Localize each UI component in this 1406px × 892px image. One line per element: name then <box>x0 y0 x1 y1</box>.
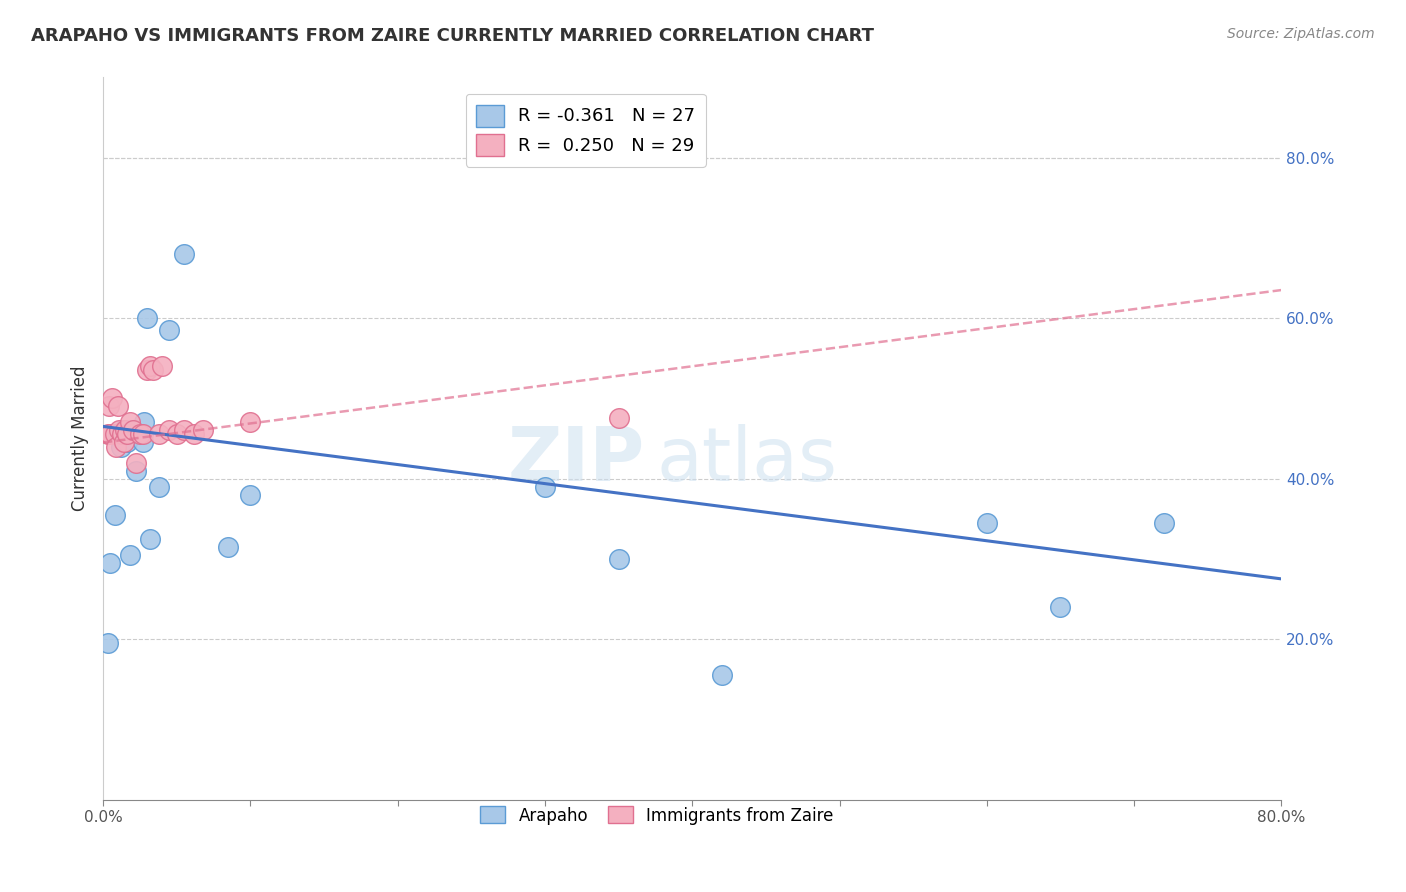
Point <box>132 427 155 442</box>
Point <box>115 435 138 450</box>
Point <box>110 440 132 454</box>
Point <box>148 480 170 494</box>
Point <box>710 668 733 682</box>
Point <box>100 427 122 442</box>
Point <box>166 427 188 442</box>
Point <box>148 427 170 442</box>
Text: ZIP: ZIP <box>508 424 645 497</box>
Point <box>118 416 141 430</box>
Point <box>104 508 127 522</box>
Point <box>1153 516 1175 530</box>
Legend: Arapaho, Immigrants from Zaire: Arapaho, Immigrants from Zaire <box>470 797 844 835</box>
Point <box>139 532 162 546</box>
Point <box>111 427 134 442</box>
Point <box>121 424 143 438</box>
Point <box>239 416 262 430</box>
Point <box>121 424 143 438</box>
Point <box>173 247 195 261</box>
Point <box>136 311 159 326</box>
Point <box>157 323 180 337</box>
Point <box>136 363 159 377</box>
Point <box>124 464 146 478</box>
Point <box>98 400 121 414</box>
Point <box>142 363 165 377</box>
Point <box>217 540 239 554</box>
Point <box>183 427 205 442</box>
Point <box>100 556 122 570</box>
Point <box>157 424 180 438</box>
Point <box>129 427 152 442</box>
Point <box>105 427 128 442</box>
Point <box>96 636 118 650</box>
Point <box>534 480 557 494</box>
Point <box>118 548 141 562</box>
Point <box>112 435 135 450</box>
Point <box>108 424 131 438</box>
Text: Source: ZipAtlas.com: Source: ZipAtlas.com <box>1227 27 1375 41</box>
Point <box>124 456 146 470</box>
Point <box>976 516 998 530</box>
Point <box>134 416 156 430</box>
Text: atlas: atlas <box>657 424 838 497</box>
Point <box>173 424 195 438</box>
Point <box>239 488 262 502</box>
Point <box>607 551 630 566</box>
Point <box>107 400 129 414</box>
Point <box>129 427 152 442</box>
Point <box>112 424 135 438</box>
Point <box>105 440 128 454</box>
Point <box>104 427 127 442</box>
Text: ARAPAHO VS IMMIGRANTS FROM ZAIRE CURRENTLY MARRIED CORRELATION CHART: ARAPAHO VS IMMIGRANTS FROM ZAIRE CURRENT… <box>31 27 875 45</box>
Point <box>132 435 155 450</box>
Point <box>101 392 124 406</box>
Point <box>139 359 162 374</box>
Point <box>115 427 138 442</box>
Point <box>96 427 118 442</box>
Point <box>150 359 173 374</box>
Y-axis label: Currently Married: Currently Married <box>72 366 89 511</box>
Point <box>1049 599 1071 614</box>
Point <box>107 427 129 442</box>
Point <box>193 424 215 438</box>
Point <box>607 411 630 425</box>
Point <box>114 424 136 438</box>
